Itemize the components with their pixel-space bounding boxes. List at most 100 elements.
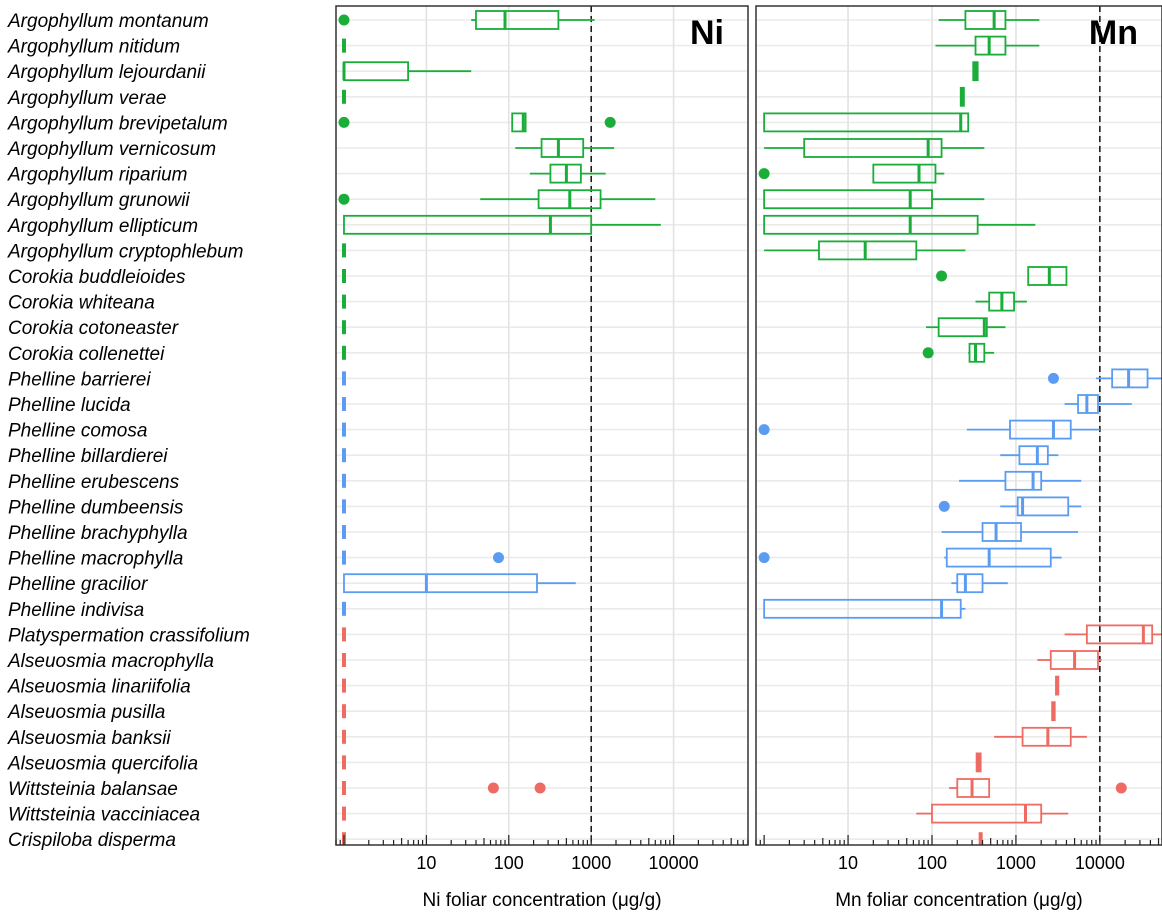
iqr-box — [956, 573, 984, 594]
box-mn-row — [1051, 701, 1056, 722]
box-mn-row — [972, 61, 979, 82]
iqr-box — [763, 189, 933, 210]
tick-label: 1000 — [571, 853, 611, 873]
species-label: Corokia cotoneaster — [8, 318, 179, 339]
box-mn-row — [959, 470, 1082, 491]
box-mn-row — [941, 522, 1079, 542]
iqr-box — [475, 10, 560, 30]
iqr-box — [1016, 496, 1070, 517]
species-label: Alseuosmia linariifolia — [7, 677, 191, 698]
iqr-box — [945, 547, 1052, 568]
outlier-point — [758, 552, 770, 564]
species-label: Alseuosmia banksii — [7, 728, 171, 749]
outlier-point — [487, 782, 499, 794]
panel-mn: 10 100 1000 10000 Mn foliar concentration (μ… — [755, 5, 1162, 911]
box-mn-row — [1037, 650, 1102, 670]
species-label: Phelline macrophylla — [8, 549, 183, 570]
species-label: Phelline indivisa — [8, 600, 144, 621]
panel-ni: 10 100 1000 10000 Ni foliar concentration (μ… — [335, 5, 749, 911]
iqr-box — [763, 214, 979, 235]
box-ni-row — [338, 112, 616, 133]
tick-label: 10 — [416, 853, 436, 873]
outlier-point — [534, 782, 546, 794]
iqr-box — [1085, 624, 1154, 645]
species-label: Argophyllum lejourdanii — [7, 62, 206, 83]
species-label: Crispiloba disperma — [8, 830, 176, 851]
species-label: Phelline comosa — [8, 421, 147, 442]
iqr-box — [1027, 266, 1068, 286]
species-label: Argophyllum brevipetalum — [7, 113, 228, 134]
x-axis-label: Ni foliar concentration (μg/g) — [422, 890, 661, 911]
box-ni-row — [338, 10, 595, 30]
species-label: Phelline dumbeensis — [8, 497, 184, 518]
tick-label: 10000 — [649, 853, 699, 873]
panel-plot-area — [756, 6, 1162, 845]
iqr-box — [343, 214, 593, 235]
box-ni-row — [515, 138, 615, 158]
box-ni-row — [343, 573, 576, 594]
species-label: Phelline barrierei — [8, 369, 151, 390]
box-mn-row — [916, 803, 1069, 824]
box-mn-row — [1064, 394, 1132, 414]
species-label: Phelline billardierei — [8, 446, 168, 467]
iqr-box — [343, 573, 538, 594]
iqr-box — [1009, 419, 1072, 440]
box-mn-row — [994, 726, 1087, 747]
species-label: Alseuosmia quercifolia — [7, 753, 198, 774]
tick-label: 100 — [917, 853, 947, 873]
box-ni-row — [338, 189, 656, 210]
iqr-box — [937, 317, 988, 338]
box-ni-row — [341, 781, 546, 795]
outlier-point — [604, 116, 616, 128]
box-mn-row — [763, 112, 970, 133]
iqr-box — [763, 112, 970, 133]
tick-label: 10000 — [1075, 853, 1125, 873]
species-label: Corokia collenettei — [8, 344, 165, 365]
box-mn-row — [951, 573, 1008, 594]
box-ni-row — [529, 163, 606, 184]
iqr-box — [1004, 470, 1043, 491]
species-label: Argophyllum cryptophlebum — [7, 241, 244, 262]
species-label: Argophyllum ellipticum — [7, 216, 198, 237]
tick-label: 1000 — [996, 853, 1036, 873]
species-label: Argophyllum riparium — [7, 165, 188, 186]
box-mn-row — [975, 752, 982, 773]
species-label: Argophyllum vernicosum — [7, 139, 216, 160]
species-label: Argophyllum montanum — [7, 11, 209, 32]
box-mn-row — [935, 35, 1040, 56]
outlier-point — [938, 500, 950, 512]
iqr-box — [540, 138, 585, 158]
box-mn-row — [959, 86, 965, 107]
iqr-box — [872, 163, 937, 184]
box-mn-row — [758, 419, 1100, 440]
species-label: Argophyllum grunowii — [7, 190, 190, 211]
box-mn-row — [936, 266, 1068, 286]
box-mn-row — [763, 189, 985, 210]
species-label: Platyspermation crassifolium — [8, 625, 250, 646]
iqr-box — [803, 138, 943, 158]
iqr-box — [763, 598, 962, 619]
box-mn-row — [926, 317, 1006, 338]
box-ni-row — [341, 550, 504, 565]
panel-title: Mn — [1089, 14, 1138, 52]
species-label: Corokia buddleioides — [8, 267, 186, 288]
outlier-point — [758, 168, 770, 180]
outlier-point — [758, 424, 770, 436]
box-mn-row — [763, 598, 966, 619]
iqr-box — [931, 803, 1043, 824]
box-mn-row — [1064, 624, 1162, 645]
iqr-box — [964, 10, 1007, 30]
iqr-box — [1018, 445, 1049, 466]
box-ni-row — [343, 214, 661, 235]
outlier-point — [492, 552, 504, 564]
box-mn-row — [763, 214, 1036, 235]
species-label: Phelline erubescens — [8, 472, 180, 493]
species-label: Wittsteinia vacciniacea — [8, 805, 200, 826]
outlier-point — [936, 270, 948, 282]
panel-border — [755, 5, 1162, 846]
box-ni-row — [342, 61, 472, 82]
tick-label: 100 — [494, 853, 524, 873]
box-mn-row — [1055, 675, 1060, 696]
outlier-point — [338, 193, 350, 205]
